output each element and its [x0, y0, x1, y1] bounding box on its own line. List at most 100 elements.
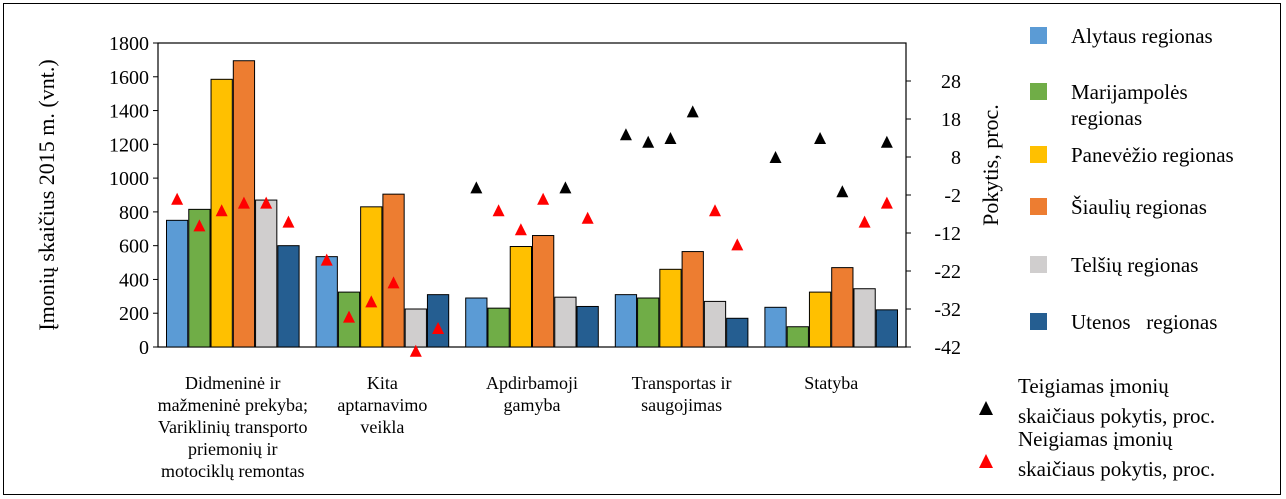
- bar: [831, 267, 854, 348]
- x-category-label: veikla: [360, 417, 404, 437]
- change-marker: [365, 295, 378, 308]
- change-marker: [814, 132, 827, 144]
- change-marker: [836, 185, 849, 198]
- bar: [726, 317, 749, 348]
- legend-swatch: [1030, 198, 1047, 215]
- change-marker: [686, 105, 699, 118]
- y-tick-label: 1400: [109, 101, 149, 123]
- change-marker: [260, 196, 273, 209]
- bar: [382, 193, 405, 348]
- change-marker: [642, 135, 655, 148]
- y2-tick-label: -22: [934, 261, 961, 283]
- change-markers: [171, 105, 893, 357]
- change-marker: [559, 181, 572, 194]
- x-category-label: motociklų remontas: [161, 461, 304, 481]
- change-marker: [709, 204, 721, 217]
- x-category-label: saugojimas: [641, 395, 722, 415]
- change-marker: [731, 238, 744, 251]
- legend-swatch: [1030, 83, 1047, 100]
- legend-label: Alytaus regionas: [1071, 24, 1213, 48]
- legend-label: skaičiaus pokytis, proc.: [1018, 404, 1215, 428]
- bar: [554, 296, 577, 348]
- bar: [277, 245, 300, 348]
- legend-swatch: [1030, 27, 1047, 44]
- x-category-label: mažmeninė prekyba;: [158, 395, 308, 415]
- bar: [509, 246, 533, 348]
- bar: [681, 251, 704, 348]
- change-marker: [619, 128, 632, 141]
- bar: [188, 208, 211, 348]
- bar: [614, 294, 638, 348]
- y-tick-label: 800: [119, 202, 149, 224]
- chart-frame: [3, 3, 1281, 495]
- y2-tick-label: -2: [944, 185, 961, 207]
- legend-label: Utenos regionas: [1071, 310, 1217, 334]
- x-category-label: priemonių ir: [188, 439, 277, 459]
- x-category-label: Didmeninė ir: [185, 373, 280, 393]
- legend-swatch: [1030, 313, 1047, 330]
- bar: [532, 235, 555, 348]
- legend-label: Neigiamas įmonių: [1018, 427, 1173, 451]
- legend-label: Teigiamas įmonių: [1018, 374, 1169, 398]
- y-tick-label: 200: [119, 303, 149, 325]
- x-category-label: Transportas ir: [632, 373, 732, 393]
- change-marker: [282, 215, 295, 228]
- change-marker: [171, 192, 184, 205]
- legend-marker: [979, 401, 993, 415]
- bar: [465, 297, 488, 348]
- x-category-label: Apdirbamoji: [486, 373, 578, 393]
- legend-label: Šiaulių regionas: [1071, 195, 1207, 219]
- bar: [426, 294, 450, 348]
- bar: [576, 305, 599, 348]
- bar: [764, 306, 787, 348]
- change-marker: [858, 215, 871, 228]
- y2-tick-label: 18: [941, 109, 961, 131]
- bar: [786, 326, 809, 348]
- bar: [703, 300, 727, 348]
- legend-swatch: [1030, 146, 1047, 163]
- x-category-label: gamyba: [504, 395, 561, 415]
- x-category-label: Statyba: [804, 373, 858, 393]
- change-marker: [880, 196, 893, 209]
- bar: [166, 219, 189, 348]
- y2-tick-label: 28: [941, 71, 961, 93]
- y-tick-label: 400: [119, 269, 149, 291]
- change-marker: [193, 219, 206, 232]
- y2-axis-title: Pokytis, proc.: [978, 104, 1003, 226]
- y-tick-label: 1000: [109, 168, 149, 190]
- change-marker: [387, 276, 400, 289]
- change-marker: [492, 204, 505, 217]
- change-marker: [880, 135, 893, 148]
- y2-tick-label: -12: [934, 223, 961, 245]
- bars: [166, 60, 899, 348]
- x-category-label: Kita: [367, 373, 398, 393]
- legend-swatch: [1030, 256, 1047, 273]
- axes: 0 200 400 600 800 1000 1200 1400 1600 1800 -42 -32 -…: [109, 33, 961, 481]
- y2-tick-label: -42: [934, 337, 961, 359]
- y2-tick-label: 8: [951, 147, 961, 169]
- change-marker: [409, 344, 422, 357]
- y-tick-label: 1600: [109, 67, 149, 89]
- legend-label: regionas: [1071, 106, 1142, 130]
- change-marker: [343, 310, 355, 323]
- change-marker: [215, 204, 228, 217]
- y2-tick-label: -32: [934, 299, 961, 321]
- y-axis-title: Įmonių skaičius 2015 m. (vnt.): [34, 59, 59, 330]
- change-marker: [237, 196, 250, 209]
- bar: [659, 268, 682, 348]
- change-marker: [581, 211, 594, 224]
- change-marker: [432, 322, 445, 334]
- change-marker: [664, 132, 677, 144]
- bar: [808, 291, 832, 348]
- change-marker: [514, 223, 527, 236]
- legend-label: Panevėžio regionas: [1071, 143, 1234, 167]
- x-category-label: Variklinių transporto: [158, 417, 307, 437]
- bar: [487, 307, 510, 348]
- bar: [360, 206, 383, 348]
- change-marker: [470, 181, 483, 194]
- y-tick-label: 0: [139, 337, 149, 359]
- change-marker: [769, 151, 782, 163]
- y-tick-label: 1800: [109, 33, 149, 55]
- x-category-label: aptarnavimo: [337, 395, 427, 415]
